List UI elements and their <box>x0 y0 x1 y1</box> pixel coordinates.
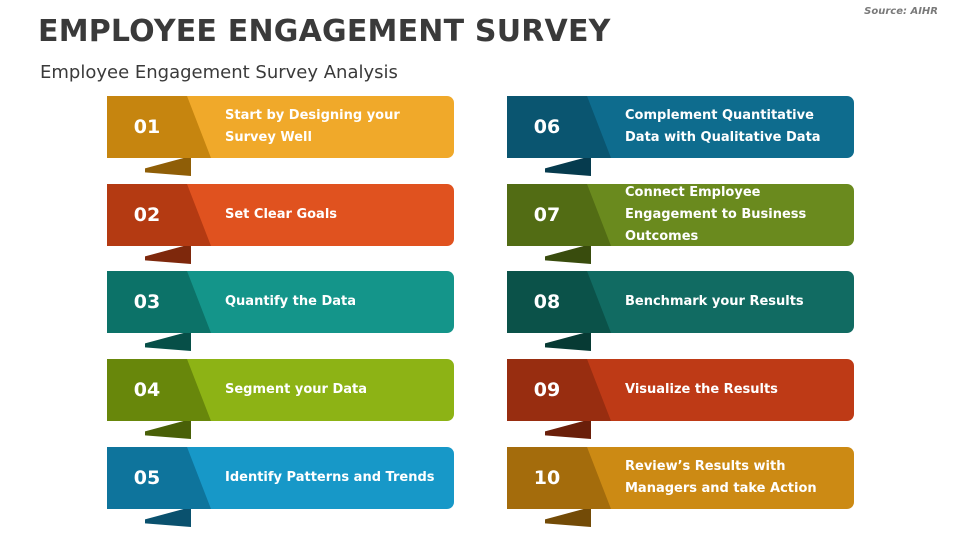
step-number: 08 <box>533 291 561 313</box>
step-number: 05 <box>133 467 161 489</box>
step-text: Start by Designing your Survey Well <box>225 108 400 145</box>
step-text: Quantify the Data <box>225 294 357 309</box>
step-card: 08 Benchmark your Results <box>507 271 854 351</box>
step-number: 09 <box>533 379 561 401</box>
step-text: Set Clear Goals <box>225 207 338 222</box>
step-text: Review’s Results with Managers and take … <box>625 459 817 496</box>
step-number: 10 <box>533 467 561 489</box>
step-card: 04 Segment your Data <box>107 359 454 439</box>
step-card: 02 Set Clear Goals <box>107 184 454 264</box>
step-text: Segment your Data <box>225 382 367 397</box>
step-card: 09 Visualize the Results <box>507 359 854 439</box>
source-label: Source: AIHR <box>864 6 938 17</box>
step-number: 04 <box>133 379 161 401</box>
step-number: 06 <box>533 116 561 138</box>
step-number: 02 <box>133 204 161 226</box>
step-ribbon-tail <box>145 507 191 527</box>
step-ribbon-tail <box>145 331 191 351</box>
step-text: Identify Patterns and Trends <box>225 470 435 485</box>
step-ribbon-tail <box>145 244 191 264</box>
step-text: Complement Quantitative Data with Qualit… <box>625 108 821 145</box>
step-card: 10 Review’s Results with Managers and ta… <box>507 447 854 527</box>
step-number: 03 <box>133 291 161 313</box>
step-ribbon-tail <box>545 507 591 527</box>
step-ribbon-tail <box>545 156 591 176</box>
page-subtitle: Employee Engagement Survey Analysis <box>40 62 398 83</box>
step-card: 01 Start by Designing your Survey Well <box>107 96 454 176</box>
page-title: EMPLOYEE ENGAGEMENT SURVEY <box>38 14 611 49</box>
step-number: 07 <box>533 204 561 226</box>
step-ribbon-tail <box>145 419 191 439</box>
step-card: 07 Connect Employee Engagement to Busine… <box>507 184 854 264</box>
step-ribbon-tail <box>545 419 591 439</box>
step-ribbon-tail <box>545 244 591 264</box>
step-text: Visualize the Results <box>625 382 778 397</box>
step-card: 06 Complement Quantitative Data with Qua… <box>507 96 854 176</box>
step-card: 03 Quantify the Data <box>107 271 454 351</box>
step-text: Connect Employee Engagement to Business … <box>625 185 807 244</box>
step-text: Benchmark your Results <box>625 294 804 309</box>
step-ribbon-tail <box>145 156 191 176</box>
step-ribbon-tail <box>545 331 591 351</box>
step-card: 05 Identify Patterns and Trends <box>107 447 454 527</box>
step-number: 01 <box>133 116 161 138</box>
